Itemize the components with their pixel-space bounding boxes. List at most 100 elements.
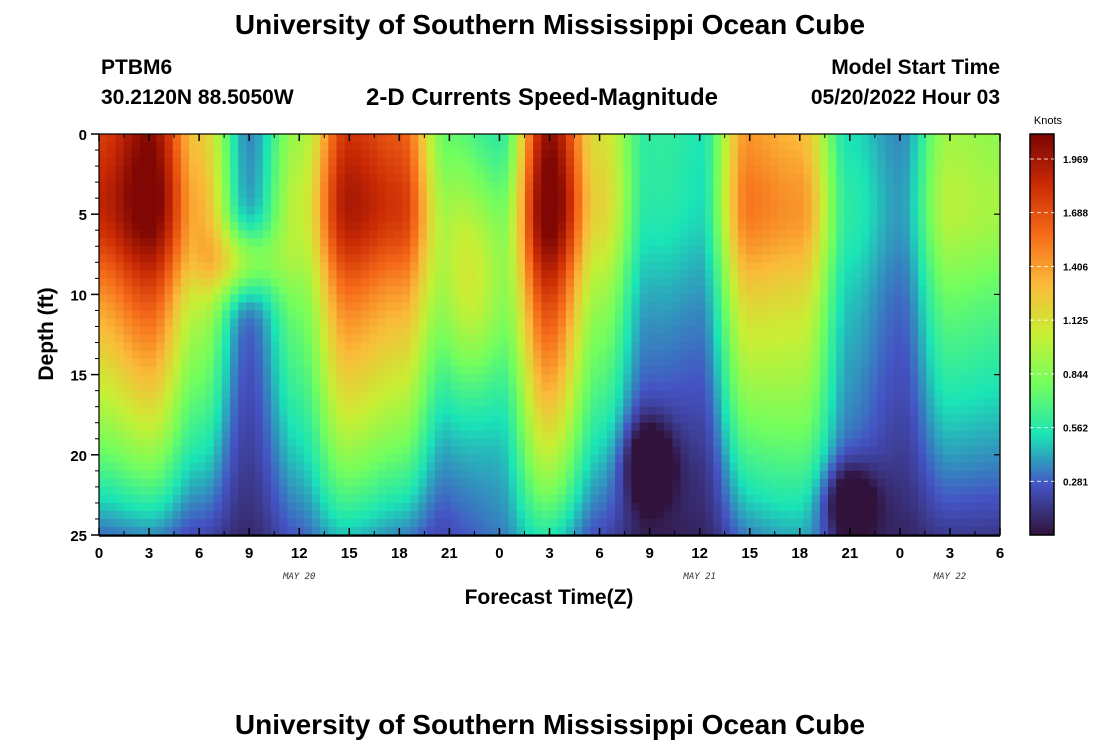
heatmap-cell [713, 366, 723, 376]
heatmap-cell [344, 398, 354, 408]
heatmap-cell [197, 422, 207, 432]
heatmap-cell [983, 430, 993, 440]
heatmap-cell [778, 142, 788, 151]
heatmap-cell [950, 174, 960, 183]
heatmap-cell [434, 462, 444, 472]
heatmap-cell [770, 358, 780, 368]
heatmap-cell [696, 334, 706, 344]
heatmap-cell [369, 254, 379, 263]
heatmap-cell [287, 462, 297, 472]
heatmap-cell [262, 182, 272, 191]
heatmap-cell [770, 478, 780, 488]
heatmap-cell [811, 334, 821, 344]
heatmap-cell [967, 302, 977, 312]
heatmap-cell [844, 454, 854, 464]
heatmap-cell [172, 238, 182, 247]
heatmap-cell [361, 222, 370, 231]
heatmap-cell [934, 326, 944, 336]
heatmap-cell [361, 134, 370, 143]
heatmap-cell [582, 454, 592, 464]
heatmap-cell [369, 182, 379, 191]
heatmap-cell [246, 190, 256, 199]
heatmap-cell [107, 382, 116, 392]
heatmap-cell [623, 246, 633, 255]
heatmap-cell [271, 238, 280, 247]
heatmap-cell [271, 462, 280, 472]
heatmap-cell [549, 222, 559, 231]
heatmap-cell [688, 262, 698, 271]
heatmap-cell [672, 246, 682, 255]
heatmap-cell [893, 302, 903, 312]
heatmap-cell [868, 158, 878, 167]
heatmap-cell [197, 430, 207, 440]
heatmap-cell [377, 142, 387, 151]
heatmap-cell [262, 246, 272, 255]
heatmap-cell [934, 478, 944, 488]
heatmap-cell [295, 446, 305, 456]
heatmap-cell [393, 334, 403, 344]
heatmap-cell [967, 310, 977, 320]
heatmap-cell [230, 406, 239, 416]
heatmap-cell [131, 262, 141, 271]
heatmap-cell [729, 150, 739, 159]
heatmap-cell [909, 366, 919, 376]
heatmap-cell [303, 190, 313, 199]
heatmap-cell [189, 454, 198, 464]
heatmap-cell [991, 486, 1001, 496]
heatmap-cell [246, 350, 256, 360]
heatmap-cell [213, 246, 223, 255]
heatmap-cell [189, 446, 198, 456]
heatmap-cell [672, 486, 682, 496]
heatmap-cell [164, 374, 174, 384]
heatmap-cell [230, 262, 239, 271]
heatmap-cell [983, 262, 993, 271]
heatmap-cell [213, 318, 223, 328]
heatmap-cell [238, 302, 248, 312]
heatmap-cell [213, 374, 223, 384]
heatmap-cell [402, 278, 411, 287]
heatmap-cell [123, 206, 133, 215]
heatmap-cell [746, 430, 755, 440]
heatmap-cell [590, 294, 600, 304]
heatmap-cell [729, 438, 739, 448]
heatmap-cell [631, 374, 641, 384]
heatmap-cell [655, 278, 665, 287]
heatmap-cell [787, 446, 796, 456]
heatmap-cell [402, 238, 411, 247]
heatmap-cell [271, 414, 280, 424]
heatmap-cell [934, 374, 944, 384]
heatmap-cell [852, 462, 862, 472]
heatmap-cell [172, 158, 182, 167]
heatmap-cell [533, 342, 542, 352]
heatmap-cell [909, 230, 919, 239]
heatmap-cell [361, 334, 370, 344]
heatmap-cell [148, 470, 157, 480]
heatmap-cell [148, 142, 157, 151]
heatmap-cell [336, 206, 346, 215]
heatmap-cell [975, 334, 985, 344]
heatmap-cell [836, 206, 845, 215]
heatmap-cell [344, 142, 354, 151]
heatmap-cell [172, 358, 182, 368]
heatmap-cell [516, 438, 526, 448]
heatmap-cell [762, 286, 772, 295]
heatmap-cell [377, 246, 387, 255]
heatmap-cell [172, 198, 182, 207]
heatmap-cell [803, 374, 813, 384]
heatmap-cell [574, 326, 583, 336]
heatmap-cell [852, 294, 862, 304]
heatmap-cell [107, 462, 116, 472]
heatmap-cell [524, 134, 534, 143]
heatmap-cell [311, 270, 321, 279]
heatmap-cell [377, 286, 387, 295]
heatmap-cell [926, 142, 936, 151]
heatmap-cell [967, 238, 977, 247]
heatmap-cell [516, 158, 526, 167]
heatmap-cell [590, 166, 600, 175]
heatmap-cell [475, 422, 485, 432]
heatmap-cell [885, 166, 895, 175]
heatmap-cell [901, 182, 911, 191]
heatmap-cell [189, 374, 198, 384]
heatmap-cell [770, 382, 780, 392]
heatmap-cell [680, 182, 690, 191]
